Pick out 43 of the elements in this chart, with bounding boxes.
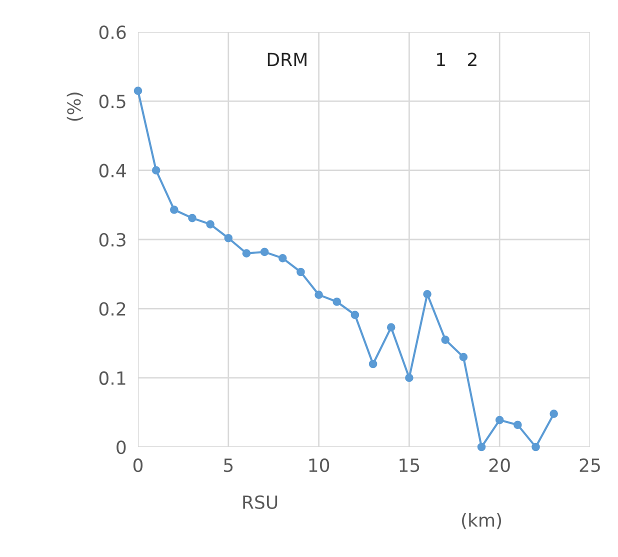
point [550, 410, 558, 418]
point [170, 206, 178, 214]
y-tick-label: 0.4 [99, 164, 126, 178]
annotation: 1 [437, 52, 445, 66]
annotation: 2 [468, 52, 476, 66]
point [495, 416, 504, 424]
y-tick-label: 0.1 [99, 371, 126, 385]
x-tick-label: 25 [580, 458, 600, 472]
y-tick-label: 0.5 [99, 94, 126, 108]
point [152, 166, 160, 174]
point [459, 352, 468, 362]
x-axis-title: RSU [243, 495, 278, 510]
annotation: DRM [268, 52, 306, 66]
y-tick-label: 0.2 [99, 302, 126, 316]
point [368, 360, 378, 368]
y-axis-title: (%) [66, 92, 83, 121]
x-tick-label: 15 [400, 458, 420, 472]
point [350, 310, 360, 320]
y-tick-label: 0.3 [99, 232, 126, 247]
point [224, 234, 233, 242]
x-tick-label: 20 [489, 458, 510, 472]
point [386, 323, 396, 332]
point [423, 290, 432, 298]
point [532, 442, 540, 452]
point [314, 290, 323, 299]
y-tick-label: 0.6 [99, 25, 126, 40]
point [242, 249, 251, 258]
point [332, 298, 342, 306]
point [405, 374, 414, 382]
point [134, 86, 142, 95]
x-tick-label: 10 [309, 458, 330, 472]
point [296, 268, 305, 276]
point [188, 214, 196, 222]
point [514, 420, 522, 430]
text: (km) [462, 512, 502, 530]
point [278, 254, 287, 262]
x-tick-label: 0 [133, 458, 143, 472]
point [477, 442, 486, 452]
point [206, 220, 214, 228]
point [441, 336, 450, 344]
point [260, 248, 269, 256]
y-tick-label: 0 [116, 440, 126, 454]
x-tick-label: 5 [224, 458, 233, 472]
